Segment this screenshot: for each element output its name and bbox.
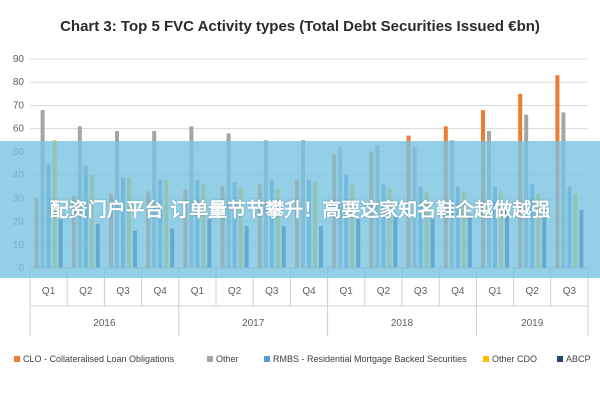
x-tick-label: Q3 [265,286,279,297]
legend-swatch [14,356,20,362]
legend-swatch [264,356,270,362]
legend-label: Other CDO [492,354,537,364]
x-tick-label: Q1 [488,286,502,297]
x-tick-label: Q4 [451,286,465,297]
legend-label: ABCP [566,354,591,364]
legend-label: Other [216,354,239,364]
x-tick-label: Q4 [302,286,316,297]
year-label: 2018 [391,318,414,329]
year-label: 2017 [242,318,265,329]
x-tick-label: Q3 [414,286,428,297]
legend-label: CLO - Collateralised Loan Obligations [23,354,175,364]
y-tick-label: 90 [13,54,25,65]
x-tick-label: Q4 [154,286,168,297]
x-tick-label: Q1 [340,286,354,297]
overlay-headline: 配资门户平台 订单量节节攀升！高要这家知名鞋企越做越强 [49,198,551,221]
legend-swatch [207,356,213,362]
x-tick-label: Q3 [563,286,577,297]
x-tick-label: Q1 [42,286,56,297]
x-tick-label: Q1 [191,286,205,297]
year-label: 2016 [93,318,116,329]
legend-label: RMBS - Residential Mortgage Backed Secur… [273,354,467,364]
y-tick-label: 80 [13,77,25,88]
x-tick-label: Q2 [377,286,391,297]
x-tick-label: Q2 [526,286,540,297]
x-tick-label: Q2 [79,286,93,297]
legend-swatch [483,356,489,362]
year-label: 2019 [521,318,544,329]
x-tick-label: Q3 [116,286,130,297]
overlay-banner[interactable]: 配资门户平台 订单量节节攀升！高要这家知名鞋企越做越强 [0,141,600,278]
y-tick-label: 60 [13,124,25,135]
legend-swatch [557,356,563,362]
legend: CLO - Collateralised Loan Obligations Oth… [14,354,591,364]
chart-title: Chart 3: Top 5 FVC Activity types (Total… [60,18,540,35]
x-tick-label: Q2 [228,286,242,297]
y-tick-label: 70 [13,100,25,111]
x-axis: Q1 Q2 Q3 Q4 Q1 Q2 Q3 Q4 Q1 Q2 Q3 Q4 Q1 Q2 Q3 2016 2017 20… [29,267,589,336]
